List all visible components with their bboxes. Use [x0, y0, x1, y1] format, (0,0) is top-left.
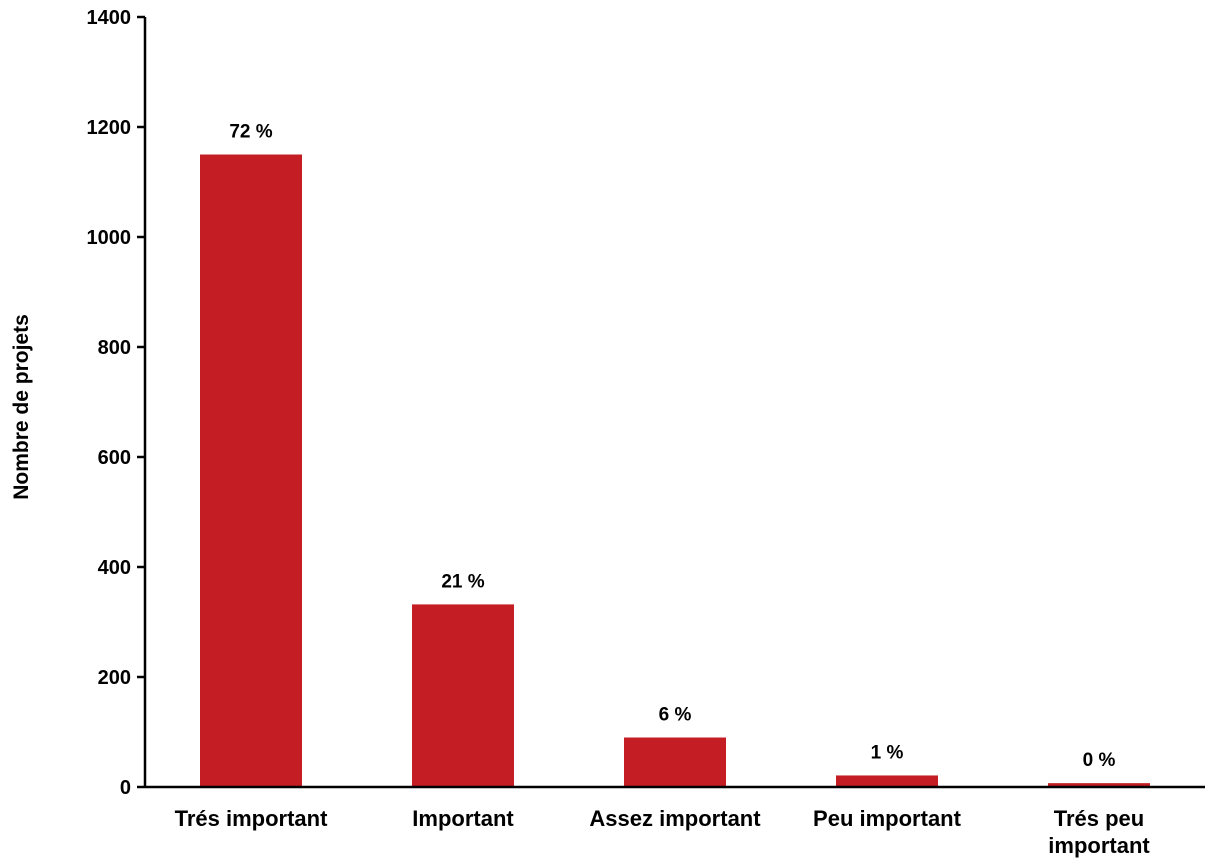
x-category-label-line: Peu important — [813, 806, 962, 831]
x-category-label-line: important — [1048, 833, 1150, 858]
y-tick-label: 800 — [98, 337, 131, 359]
x-category-label: Peu important — [813, 806, 962, 831]
x-category-label: Trés important — [175, 806, 328, 831]
bar — [200, 154, 302, 787]
y-tick-label: 0 — [120, 777, 131, 799]
y-tick-label: 200 — [98, 667, 131, 689]
x-category-label-line: Trés peu — [1054, 806, 1144, 831]
bar — [412, 604, 514, 787]
y-tick-label: 1200 — [87, 117, 132, 139]
data-labels: 72 % 21 % 6 % 1 % 0 % — [229, 122, 1115, 772]
x-category-label-line: Important — [412, 806, 514, 831]
y-tick-label: 1000 — [87, 227, 132, 249]
x-category-label: Important — [412, 806, 514, 831]
bar-data-label: 0 % — [1083, 750, 1116, 771]
y-tick-label: 400 — [98, 557, 131, 579]
bars — [200, 154, 1150, 787]
bar-data-label: 1 % — [871, 742, 904, 763]
category-labels: Trés important Important Assez important Pe… — [175, 806, 1151, 858]
x-category-label-line: Trés important — [175, 806, 328, 831]
bar-data-label: 6 % — [659, 705, 692, 726]
bar — [624, 737, 726, 787]
y-tick-label: 600 — [98, 447, 131, 469]
y-axis-title: Nombre de projets — [10, 314, 33, 500]
x-category-label: Trés peu important — [1048, 806, 1150, 858]
bar-data-label: 21 % — [441, 571, 484, 592]
y-axis-ticks: 0 200 400 600 800 1000 1200 1400 — [87, 7, 145, 799]
bar-data-label: 72 % — [229, 122, 272, 143]
bar — [836, 775, 938, 787]
bar — [1048, 783, 1150, 787]
x-category-label-line: Assez important — [589, 806, 761, 831]
y-tick-label: 1400 — [87, 7, 132, 29]
x-category-label: Assez important — [589, 806, 761, 831]
